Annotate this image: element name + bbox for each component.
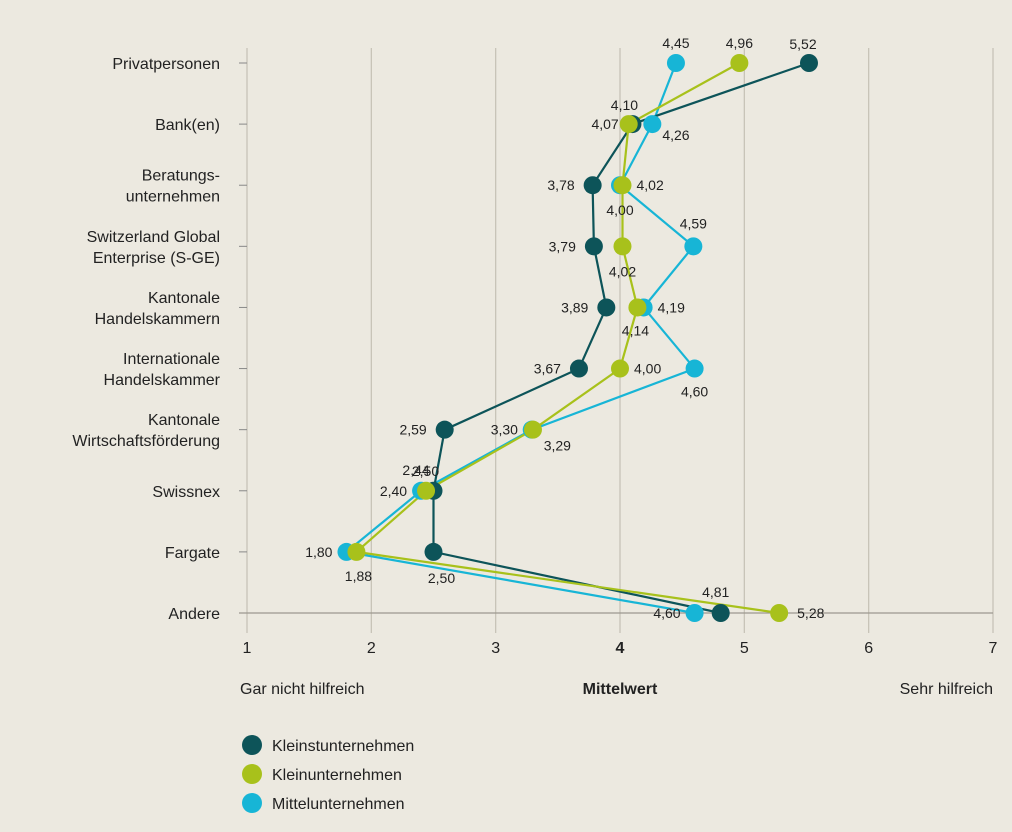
gridlines (246, 48, 994, 633)
data-point (628, 298, 647, 317)
data-point (711, 604, 730, 622)
category-label: Fargate (165, 545, 220, 562)
series-points (337, 54, 818, 622)
data-point (583, 176, 602, 195)
category-label: Beratungs-unternehmen (126, 168, 220, 206)
data-label: 4,02 (609, 263, 636, 279)
data-label: 4,19 (658, 299, 685, 315)
series-lines (343, 61, 810, 615)
axis-notes: Gar nicht hilfreich Mittelwert Sehr hilfre… (240, 681, 993, 698)
series-line-kleinunternehmen (353, 62, 780, 615)
data-point (685, 359, 704, 378)
data-label: 4,00 (606, 202, 633, 218)
legend-marker (242, 793, 262, 813)
data-label: 3,79 (549, 238, 576, 254)
category-label: Kantonale Handelskammern (95, 290, 220, 328)
legend-marker (242, 735, 262, 755)
data-label: 4,10 (611, 97, 638, 113)
data-label: 1,88 (345, 568, 372, 584)
data-point (569, 359, 588, 378)
data-label: 1,80 (305, 544, 332, 560)
data-label: 4,45 (662, 35, 689, 51)
x-tick-label: 2 (367, 640, 376, 657)
data-label: 3,78 (547, 177, 574, 193)
category-label: Kantonale Wirtschaftsförderung (72, 412, 220, 450)
data-label: 3,89 (561, 299, 588, 315)
data-point (584, 237, 603, 256)
data-point (770, 604, 789, 622)
x-tick-label: 1 (243, 640, 252, 657)
legend: Kleinstunternehmen Kleinunternehmen Mittel… (242, 735, 414, 813)
data-point (611, 359, 629, 378)
x-tick-label: 3 (491, 640, 500, 657)
data-label: 2,50 (412, 463, 439, 479)
x-right-note: Sehr hilfreich (900, 681, 993, 698)
data-point (613, 237, 632, 256)
x-tick-label: 7 (989, 640, 998, 657)
category-label: Andere (168, 606, 220, 623)
category-label: Swissnex (152, 484, 220, 501)
category-label: Bank(en) (155, 117, 220, 134)
data-point (666, 54, 685, 72)
data-point (684, 237, 703, 256)
data-point (643, 115, 662, 134)
category-label: Switzerland Global Enterprise (S-GE) (87, 229, 220, 267)
x-axis: 1 2 3 4 5 6 7 (239, 62, 998, 657)
legend-label: Kleinunternehmen (272, 767, 402, 784)
data-point (613, 176, 632, 195)
data-point (799, 54, 818, 72)
data-point (417, 481, 436, 500)
legend-label: Kleinstunternehmen (272, 738, 414, 755)
data-label: 4,26 (662, 127, 689, 143)
data-label: 4,00 (634, 361, 661, 377)
data-label: 4,07 (591, 116, 618, 132)
legend-label: Mittelunternehmen (272, 796, 405, 813)
data-label: 4,96 (726, 35, 753, 51)
legend-marker (242, 764, 262, 784)
x-left-note: Gar nicht hilfreich (240, 681, 365, 698)
data-point (685, 604, 704, 622)
data-label: 4,02 (636, 177, 663, 193)
x-tick-label: 4 (616, 640, 625, 657)
category-label: Privatpersonen (112, 56, 220, 73)
data-point (424, 542, 443, 561)
data-label: 2,40 (380, 483, 407, 499)
data-label: 5,52 (789, 36, 816, 52)
data-labels: 5,52 4,10 3,78 3,79 3,89 3,67 2,59 2,50 2,50 4,81… (305, 35, 824, 621)
data-point (435, 420, 454, 439)
series-line-mittelunternehmen (343, 62, 697, 615)
data-label: 2,44 (402, 462, 429, 478)
category-labels: Privatpersonen Bank(en) Beratungs-unterneh… (72, 56, 220, 623)
data-label: 4,59 (680, 215, 707, 231)
data-label: 3,30 (491, 422, 518, 438)
x-axis-title: Mittelwert (583, 681, 658, 698)
data-label: 4,14 (622, 322, 649, 338)
data-point (619, 115, 638, 134)
data-label: 4,60 (653, 605, 680, 621)
x-tick-label: 6 (864, 640, 873, 657)
x-tick-label: 5 (740, 640, 749, 657)
data-label: 2,59 (399, 422, 426, 438)
category-label: Internationale Handelskammer (104, 351, 221, 389)
series-line-kleinstunternehmen (432, 61, 810, 615)
data-label: 3,67 (534, 361, 561, 377)
data-label: 3,29 (544, 438, 571, 454)
data-point (597, 298, 616, 317)
data-point (347, 542, 366, 561)
data-point (523, 420, 542, 439)
data-label: 4,81 (702, 584, 729, 600)
data-label: 2,50 (428, 570, 455, 586)
data-point (730, 54, 749, 72)
data-label: 5,28 (797, 605, 824, 621)
data-label: 4,60 (681, 384, 708, 400)
